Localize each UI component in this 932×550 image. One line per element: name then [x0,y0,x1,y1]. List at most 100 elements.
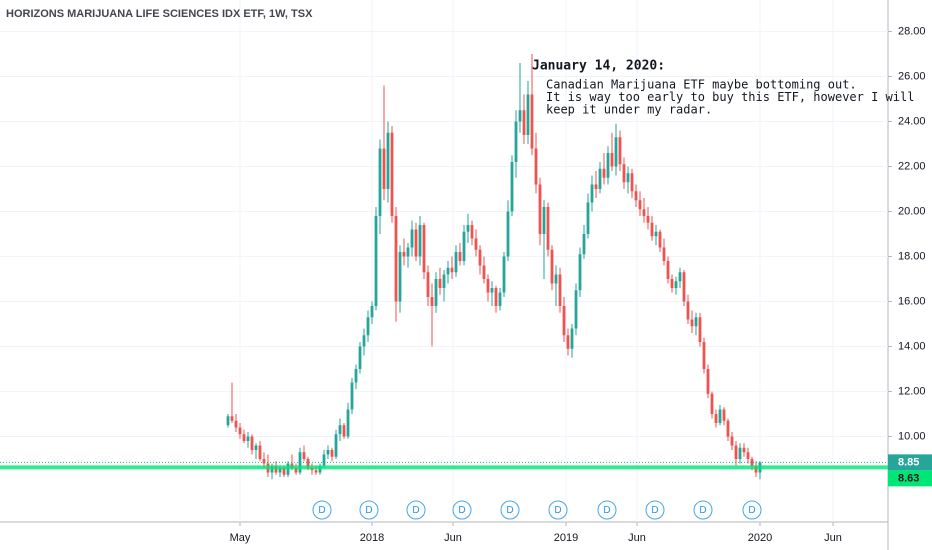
candle-body [614,137,618,167]
annotation-line: It is way too early to buy this ETF, how… [546,90,914,104]
candle-body [438,279,442,288]
candle-body [598,168,602,189]
candle-body [666,261,670,279]
candle-body [370,306,374,318]
price-label-box [888,470,932,487]
candle-body [542,207,546,234]
price-label: 8.85 [898,456,919,468]
candle-body [558,274,562,306]
x-tick-label: Jun [824,532,842,544]
candle-body [646,216,650,223]
candle-body [526,94,530,135]
candle-body [450,267,454,273]
candle-body [278,468,282,473]
y-tick-label: 14.00 [898,340,926,352]
dividend-label: D [651,505,658,516]
candle-body [574,290,578,329]
candle-body [554,274,558,284]
candle-body [482,265,486,279]
annotation-line: keep it under my radar. [546,103,712,117]
dividend-label: D [365,505,372,516]
candle-body [518,110,522,122]
candle-body [242,434,246,441]
candle-body [658,231,662,248]
dividend-marker [406,500,426,520]
price-label-box [888,454,932,471]
candle-body [282,468,286,475]
candle-body [314,470,318,473]
candle-body [390,132,394,216]
candle-body [294,468,298,473]
candle-body [366,317,370,336]
candle-body [522,110,526,135]
candle-body [742,447,746,453]
candle-body [230,416,234,421]
candle-body [578,254,582,291]
candle-body [458,252,462,261]
y-tick-label: 22.00 [898,160,926,172]
candle-body [682,272,686,302]
candle-body [534,148,538,185]
candle-body [418,225,422,257]
candle-body [718,409,722,423]
dividend-marker [742,500,762,520]
dividend-marker [693,500,713,520]
candle-body [602,168,606,178]
dividend-marker [645,500,665,520]
candle-body [454,252,458,273]
candle-body [654,231,658,237]
candle-body [358,346,362,369]
candle-body [362,335,366,347]
grid [0,0,888,522]
candle-body [302,452,306,459]
candle-body [510,162,514,212]
candle-body [330,450,334,457]
candle-body [550,249,554,284]
candle-body [326,450,330,455]
candle-body [414,229,418,257]
candle-body [562,306,566,336]
candle-body [670,279,674,288]
y-tick-label: 18.00 [898,250,926,262]
dividend-marker [597,500,617,520]
candle-body [590,184,594,203]
candle-body [386,132,390,189]
candle-body [470,225,474,239]
dividend-label: D [458,505,465,516]
candle-body [494,288,498,306]
dividend-label: D [603,505,610,516]
candle-body [410,229,414,248]
candle-body [262,459,266,464]
candle-body [642,209,646,216]
candle-body [446,267,450,275]
candle-body [490,288,494,293]
candle-body [486,279,490,293]
x-tick-label: 2020 [748,532,772,544]
y-tick-label: 26.00 [898,70,926,82]
candle-body [474,238,478,250]
candle-body [502,256,506,293]
chart-title: HORIZONS MARIJUANA LIFE SCIENCES IDX ETF… [6,8,313,20]
candle-body [398,252,402,302]
candle-body [394,216,398,302]
y-tick-label: 12.00 [898,385,926,397]
y-tick-label: 20.00 [898,205,926,217]
candle-body [506,211,510,257]
candle-body [338,425,342,435]
candle-body [662,247,666,261]
candle-body [374,216,378,306]
candle-body [478,249,482,266]
candle-body [322,454,326,466]
candle-body [678,272,682,282]
x-tick-label: 2019 [554,532,578,544]
y-tick-label: 24.00 [898,115,926,127]
candle-body [354,369,358,383]
candle-body [570,328,574,349]
candle-body [738,447,742,459]
dividend-label: D [412,505,419,516]
y-tick-label: 16.00 [898,295,926,307]
candle-body [382,148,386,189]
candle-body [618,137,622,165]
candle-body [610,153,614,167]
candle-body [698,317,702,342]
